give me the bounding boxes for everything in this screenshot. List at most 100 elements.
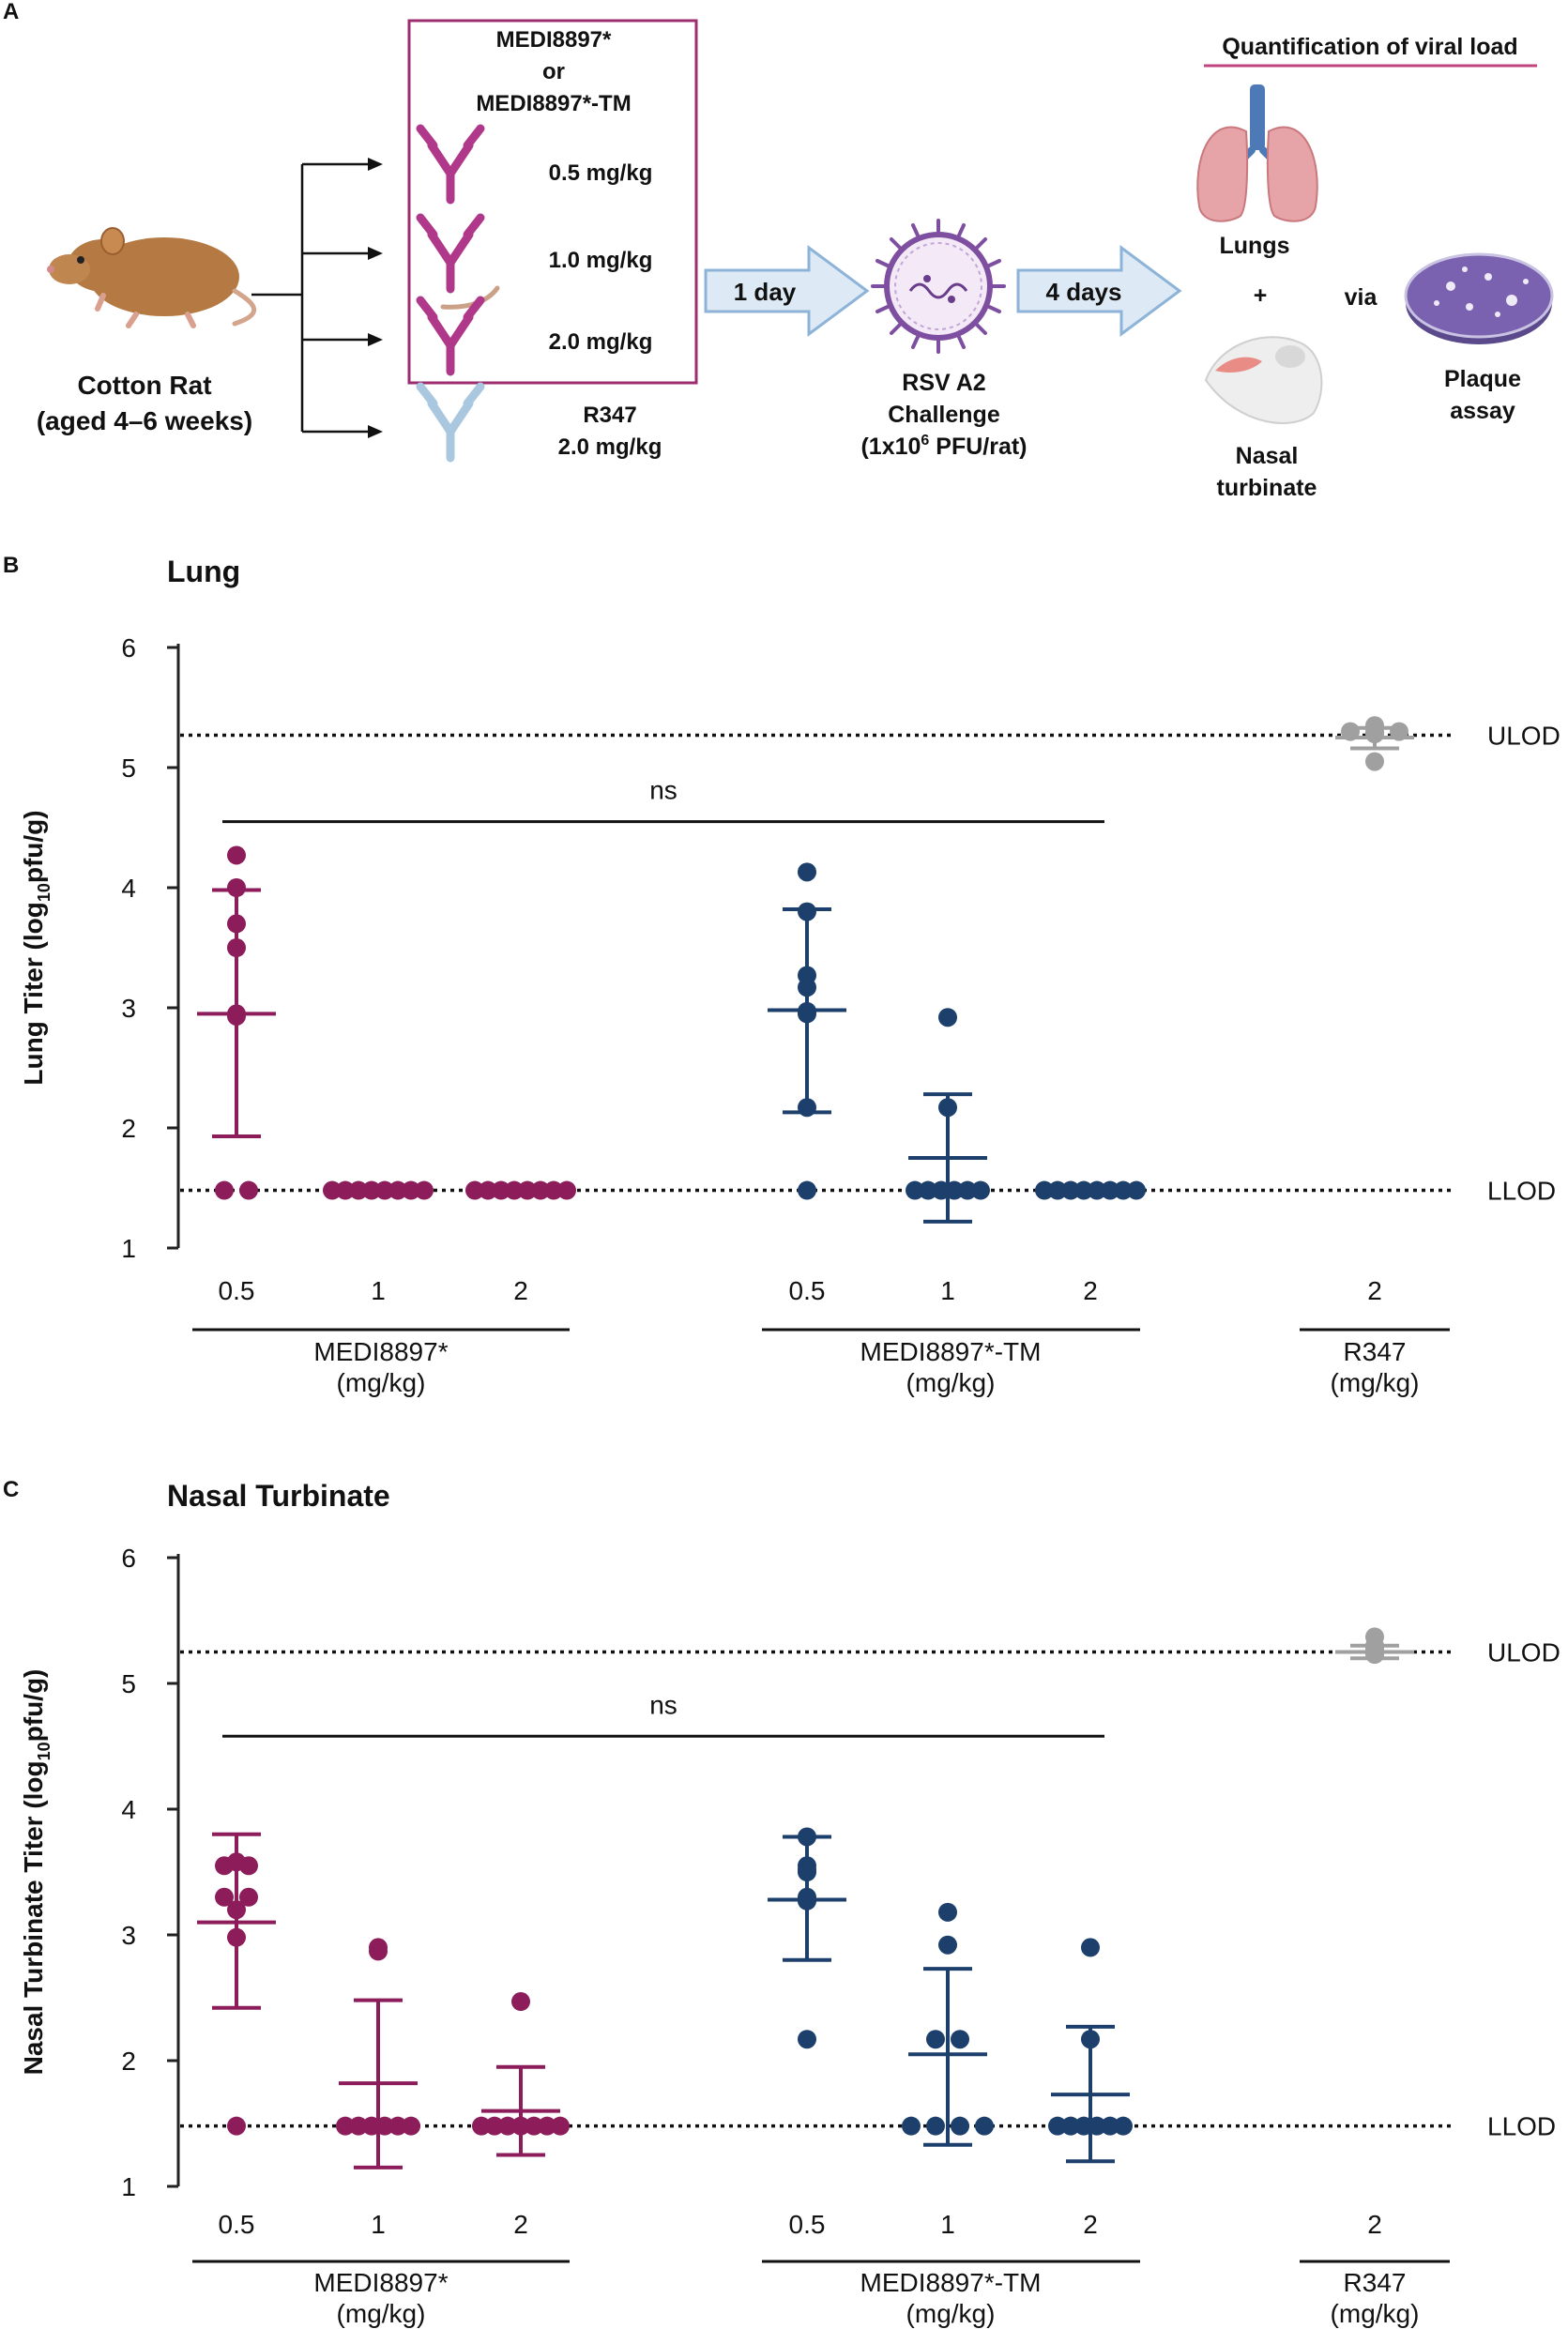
box-title-2: or — [542, 59, 565, 84]
x-group-name: MEDI8897* — [313, 2268, 448, 2297]
data-point — [926, 2030, 945, 2049]
r347-dose: 2.0 mg/kg — [558, 434, 662, 460]
x-tick-label: 1 — [371, 2210, 386, 2239]
x-group-unit: (mg/kg) — [906, 2299, 996, 2328]
arrowheads — [368, 158, 383, 438]
data-group — [1335, 1627, 1414, 1665]
data-point — [1081, 1938, 1100, 1957]
box-title-3: MEDI8897*-TM — [476, 91, 631, 116]
x-tick-label: 1 — [940, 2210, 955, 2239]
y-tick-label: 6 — [121, 633, 136, 662]
rat-label-2: (aged 4–6 weeks) — [37, 406, 252, 435]
nasal-head-icon — [1204, 336, 1323, 424]
panel-label: C — [3, 1477, 19, 1502]
arrow-4-days: 4 days — [1016, 245, 1182, 337]
data-point — [336, 2116, 355, 2136]
x-tick-label: 1 — [940, 1276, 955, 1305]
x-group-name: MEDI8897* — [313, 1337, 448, 1366]
data-point — [951, 2030, 969, 2049]
y-axis-label-post: pfu/g) — [19, 810, 48, 883]
data-point — [485, 2116, 504, 2136]
plaque-label-1: Plaque — [1444, 366, 1521, 392]
nasal-label-2: turbinate — [1217, 475, 1317, 501]
x-tick-label: 0.5 — [219, 2210, 255, 2239]
data-point — [971, 1180, 990, 1200]
data-point — [926, 2116, 945, 2136]
x-group-unit: (mg/kg) — [906, 1368, 996, 1397]
data-point — [402, 2116, 420, 2136]
data-point — [975, 2116, 994, 2136]
chart-title: Lung — [167, 555, 240, 588]
data-point — [388, 2116, 407, 2136]
x-group-name: R347 — [1344, 1337, 1407, 1366]
data-group — [197, 1832, 276, 2136]
virus-icon — [871, 219, 1006, 354]
data-point — [498, 2116, 517, 2136]
significance-label: ns — [649, 776, 677, 805]
data-group — [197, 845, 276, 1200]
data-point — [239, 1856, 258, 1876]
lungs-label: Lungs — [1220, 233, 1290, 259]
x-tick-label: 0.5 — [789, 2210, 826, 2239]
data-point — [538, 2116, 556, 2136]
data-point — [938, 1935, 957, 1955]
y-tick-label: 1 — [121, 2172, 136, 2201]
data-group — [902, 1902, 994, 2147]
data-point — [938, 1902, 957, 1922]
data-point — [525, 2116, 543, 2136]
quant-title: Quantification of viral load — [1222, 34, 1517, 60]
data-point — [902, 2116, 921, 2136]
y-axis-label-sub: 10 — [35, 883, 53, 902]
antibody-box — [407, 19, 698, 385]
data-point — [1101, 2116, 1119, 2136]
data-point — [472, 2116, 491, 2136]
y-tick-label: 2 — [121, 1114, 136, 1143]
y-tick-label: 2 — [121, 2047, 136, 2076]
y-tick-label: 5 — [121, 754, 136, 783]
y-tick-label: 1 — [121, 1234, 136, 1263]
x-tick-label: 1 — [371, 1276, 386, 1305]
reference-label: LLOD — [1487, 2112, 1556, 2141]
antibody-icon — [416, 296, 485, 376]
x-tick-label: 0.5 — [219, 1276, 255, 1305]
branch-arrows — [251, 162, 371, 434]
x-tick-label: 2 — [1083, 1276, 1098, 1305]
x-group-name: MEDI8897*-TM — [860, 1337, 1042, 1366]
data-point — [215, 1887, 234, 1907]
reference-label: LLOD — [1487, 1177, 1556, 1206]
chart-title: Nasal Turbinate — [167, 1479, 390, 1513]
y-tick-label: 3 — [121, 1921, 136, 1950]
dose-label: 2.0 mg/kg — [549, 329, 653, 355]
nasal-label-1: Nasal — [1236, 443, 1299, 469]
data-point — [557, 1180, 576, 1200]
plus-sign: + — [1254, 282, 1268, 309]
data-point — [1365, 752, 1384, 771]
y-tick-label: 4 — [121, 874, 136, 903]
data-point — [227, 2116, 246, 2136]
data-point — [798, 862, 816, 882]
x-group-unit: (mg/kg) — [337, 2299, 426, 2328]
data-point — [1114, 2116, 1133, 2136]
x-group-unit: (mg/kg) — [1331, 1368, 1420, 1397]
data-point — [215, 1180, 234, 1200]
data-group — [465, 1180, 576, 1200]
x-tick-label: 2 — [513, 1276, 528, 1305]
rat-icon — [47, 227, 500, 328]
data-point — [938, 1008, 957, 1028]
arrow-1-label: 1 day — [734, 278, 797, 306]
y-tick-label: 3 — [121, 994, 136, 1023]
data-point — [349, 2116, 368, 2136]
data-point — [919, 1180, 937, 1200]
data-point — [227, 878, 246, 897]
y-tick-label: 6 — [121, 1544, 136, 1573]
data-point — [798, 1180, 816, 1200]
data-group — [1335, 716, 1414, 771]
data-point — [906, 1180, 924, 1200]
data-group — [323, 1180, 434, 1200]
challenge-1: RSV A2 — [902, 370, 985, 396]
y-tick-label: 4 — [121, 1795, 136, 1824]
antibody-icon — [416, 124, 485, 205]
data-point — [215, 1856, 234, 1876]
arrow-2-label: 4 days — [1046, 278, 1122, 306]
data-point — [415, 1180, 434, 1200]
